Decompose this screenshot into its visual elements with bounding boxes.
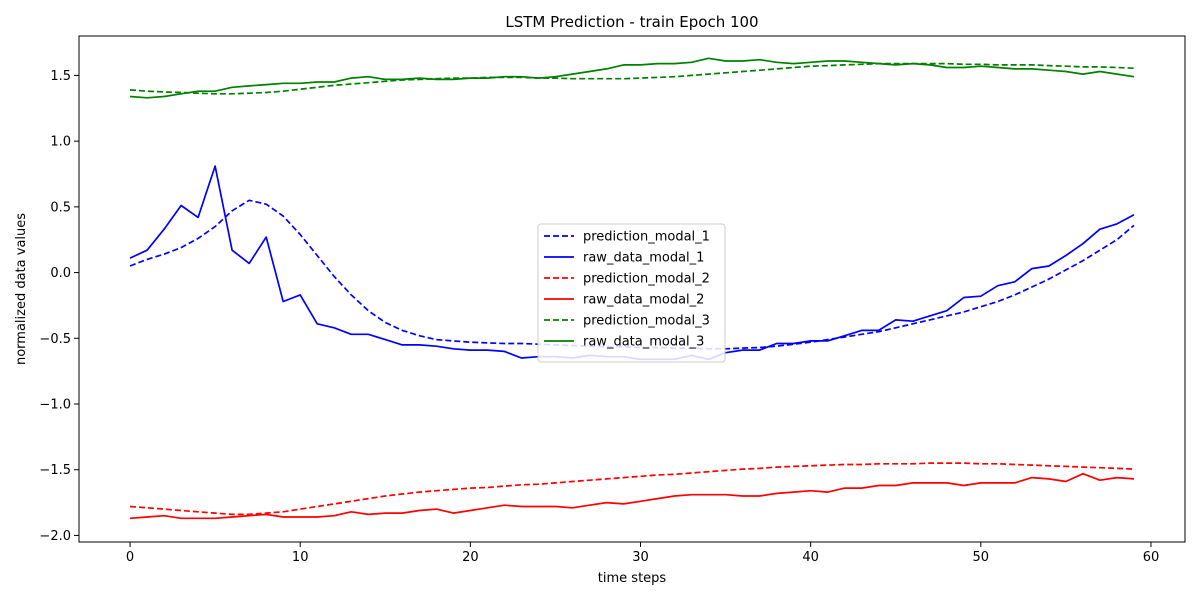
x-tick-label: 20 xyxy=(462,550,479,565)
y-tick-label: −0.5 xyxy=(39,332,71,347)
series-line-prediction_modal_2 xyxy=(129,462,1135,516)
plot-frame xyxy=(78,35,1186,543)
legend: prediction_modal_1 raw_data_modal_1predic… xyxy=(537,223,726,363)
y-tick-label: 1.0 xyxy=(50,135,71,150)
y-tick-label: 0.5 xyxy=(50,200,71,215)
chart-title: LSTM Prediction - train Epoch 100 xyxy=(505,13,758,31)
legend-label: raw_data_modal_3 xyxy=(583,335,704,350)
legend-label: raw_data_modal_1 xyxy=(583,251,704,266)
legend-label: raw_data_modal_2 xyxy=(583,293,704,308)
x-axis-ticks: 0 10 20 30 40 50 60 xyxy=(126,542,1159,565)
x-tick-label: 0 xyxy=(126,550,134,565)
x-tick-label: 10 xyxy=(292,550,309,565)
legend-box xyxy=(537,223,726,363)
x-axis-label: time steps xyxy=(598,571,667,586)
legend-label: prediction_modal_3 xyxy=(583,314,710,329)
series-line-prediction_modal_1 xyxy=(129,199,1135,350)
series-line-prediction_modal_3 xyxy=(129,62,1135,95)
series-line-raw_data_modal_2 xyxy=(129,472,1135,520)
y-tick-label: −1.0 xyxy=(39,398,71,413)
legend-label: prediction_modal_1 xyxy=(583,230,710,245)
x-tick-label: 50 xyxy=(973,550,990,565)
y-axis-ticks: −2.0 −1.5 −1.0 −0.5 0.0 0.5 1.0 1.5 xyxy=(39,69,79,544)
x-tick-label: 60 xyxy=(1143,550,1160,565)
y-tick-label: 0.0 xyxy=(50,266,71,281)
y-tick-label: −2.0 xyxy=(39,529,71,544)
y-tick-label: −1.5 xyxy=(39,463,71,478)
series-line-raw_data_modal_3 xyxy=(129,57,1135,99)
legend-label: prediction_modal_2 xyxy=(583,272,710,287)
x-tick-label: 30 xyxy=(632,550,649,565)
y-tick-label: 1.5 xyxy=(50,69,71,84)
y-axis-label: normalized data values xyxy=(14,213,29,365)
x-tick-label: 40 xyxy=(802,550,819,565)
